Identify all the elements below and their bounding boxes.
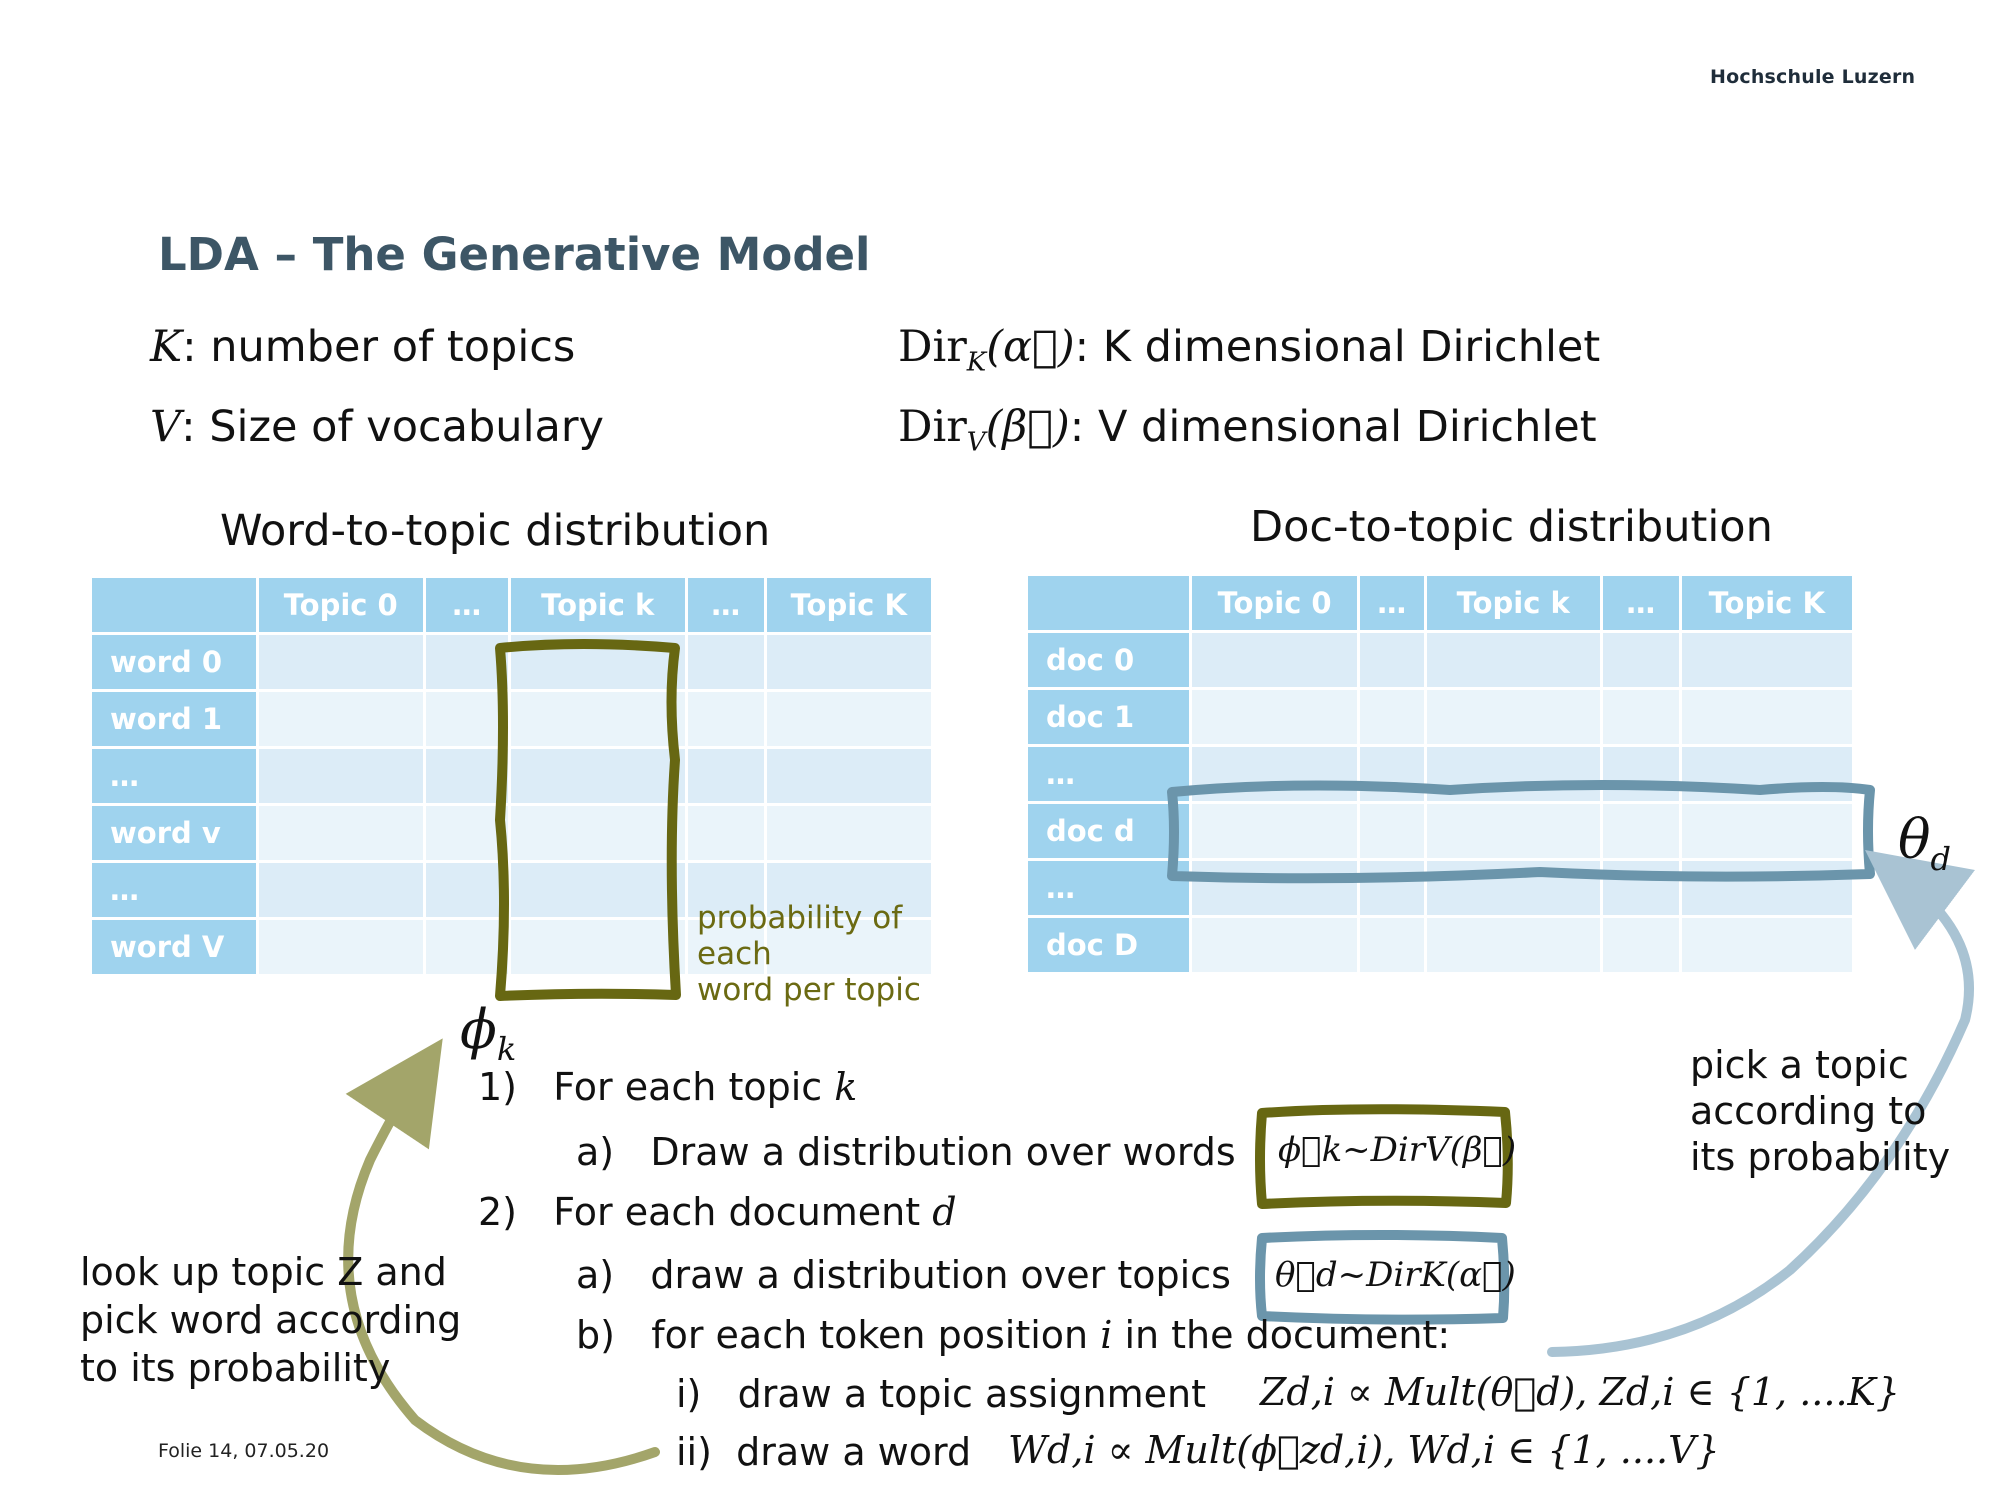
- row-label: doc d: [1028, 804, 1190, 858]
- definition-v: V: Size of vocabulary: [150, 402, 604, 452]
- row-label: word 0: [92, 635, 256, 689]
- right-side-note: pick a topic according to its probabilit…: [1690, 1043, 1951, 1179]
- theta-row-highlight: [1167, 780, 1875, 884]
- word-table-title: Word-to-topic distribution: [220, 506, 771, 556]
- step-2: 2) For each document d: [478, 1190, 957, 1234]
- row-label: doc D: [1028, 918, 1190, 972]
- table-row: doc 0: [1028, 633, 1852, 687]
- brand-logo-text: Hochschule Luzern: [1710, 66, 1916, 88]
- step-2b-ii: ii) draw a word: [676, 1430, 972, 1474]
- column-header: Topic 0: [258, 578, 423, 632]
- row-label: word V: [92, 920, 256, 974]
- table-corner: [92, 578, 256, 632]
- step-2b: b) for each token position i in the docu…: [576, 1313, 1451, 1357]
- row-label: …: [92, 863, 256, 917]
- phi-formula: ϕ⃗k~DirV(β⃗): [1278, 1130, 1517, 1170]
- row-label: doc 0: [1028, 633, 1190, 687]
- phi-formula-box: [1255, 1104, 1513, 1209]
- doc-topic-table: Topic 0 … Topic k … Topic K doc 0 doc 1 …: [1025, 573, 1855, 975]
- doc-table-title: Doc-to-topic distribution: [1250, 502, 1773, 552]
- left-side-note: look up topic Z and pick word according …: [80, 1250, 462, 1390]
- column-header: Topic 0: [1192, 576, 1357, 630]
- table-row: …: [92, 863, 931, 917]
- word-topic-table: Topic 0 … Topic k … Topic K word 0 word …: [89, 575, 934, 977]
- probability-annotation: probability of each word per topic: [697, 900, 921, 1008]
- table-row: word 0: [92, 635, 931, 689]
- table-row: …: [1028, 861, 1852, 915]
- step-2b-i: i) draw a topic assignment: [676, 1372, 1207, 1416]
- theta-formula: θ⃗d~DirK(α⃗): [1275, 1255, 1516, 1295]
- column-header: …: [1359, 576, 1424, 630]
- row-label: word 1: [92, 692, 256, 746]
- column-header: …: [425, 578, 508, 632]
- table-row: word 1: [92, 692, 931, 746]
- phi-k-label: ϕk: [460, 998, 517, 1068]
- step-1: 1) For each topic k: [478, 1065, 858, 1109]
- table-row: word v: [92, 806, 931, 860]
- table-row: doc 1: [1028, 690, 1852, 744]
- column-header: Topic K: [766, 578, 931, 632]
- table-row: …: [92, 749, 931, 803]
- row-label: doc 1: [1028, 690, 1190, 744]
- step-2a: a) draw a distribution over topics: [576, 1253, 1231, 1297]
- table-row: word V: [92, 920, 931, 974]
- slide-title: LDA – The Generative Model: [158, 228, 871, 281]
- theta-formula-box: [1255, 1230, 1510, 1325]
- table-row: doc d: [1028, 804, 1852, 858]
- word-draw-formula: Wd,i ∝ Mult(ϕ⃗zd,i), Wd,i ∈ {1, ....V}: [1008, 1428, 1720, 1472]
- phi-column-highlight: [495, 639, 681, 1001]
- definition-k: K: number of topics: [150, 322, 576, 372]
- column-header: Topic k: [1426, 576, 1600, 630]
- olive-curved-arrow: [343, 1038, 660, 1475]
- table-row: doc D: [1028, 918, 1852, 972]
- footer: Folie 14, 07.05.20: [158, 1440, 330, 1462]
- row-label: …: [1028, 747, 1190, 801]
- column-header: Topic K: [1681, 576, 1852, 630]
- definition-dir-k: DirK(α⃗): K dimensional Dirichlet: [898, 322, 1601, 378]
- topic-assignment-formula: Zd,i ∝ Mult(θ⃗d), Zd,i ∈ {1, ....K}: [1260, 1370, 1901, 1414]
- column-header: …: [1602, 576, 1679, 630]
- row-label: word v: [92, 806, 256, 860]
- column-header: …: [687, 578, 764, 632]
- blue-curved-arrow: [1547, 849, 1976, 1357]
- definition-dir-v: DirV(β⃗): V dimensional Dirichlet: [898, 402, 1597, 458]
- row-label: …: [92, 749, 256, 803]
- column-header: Topic k: [510, 578, 685, 632]
- table-corner: [1028, 576, 1190, 630]
- theta-d-label: θd: [1898, 808, 1951, 878]
- row-label: …: [1028, 861, 1190, 915]
- step-1a: a) Draw a distribution over words: [576, 1130, 1236, 1174]
